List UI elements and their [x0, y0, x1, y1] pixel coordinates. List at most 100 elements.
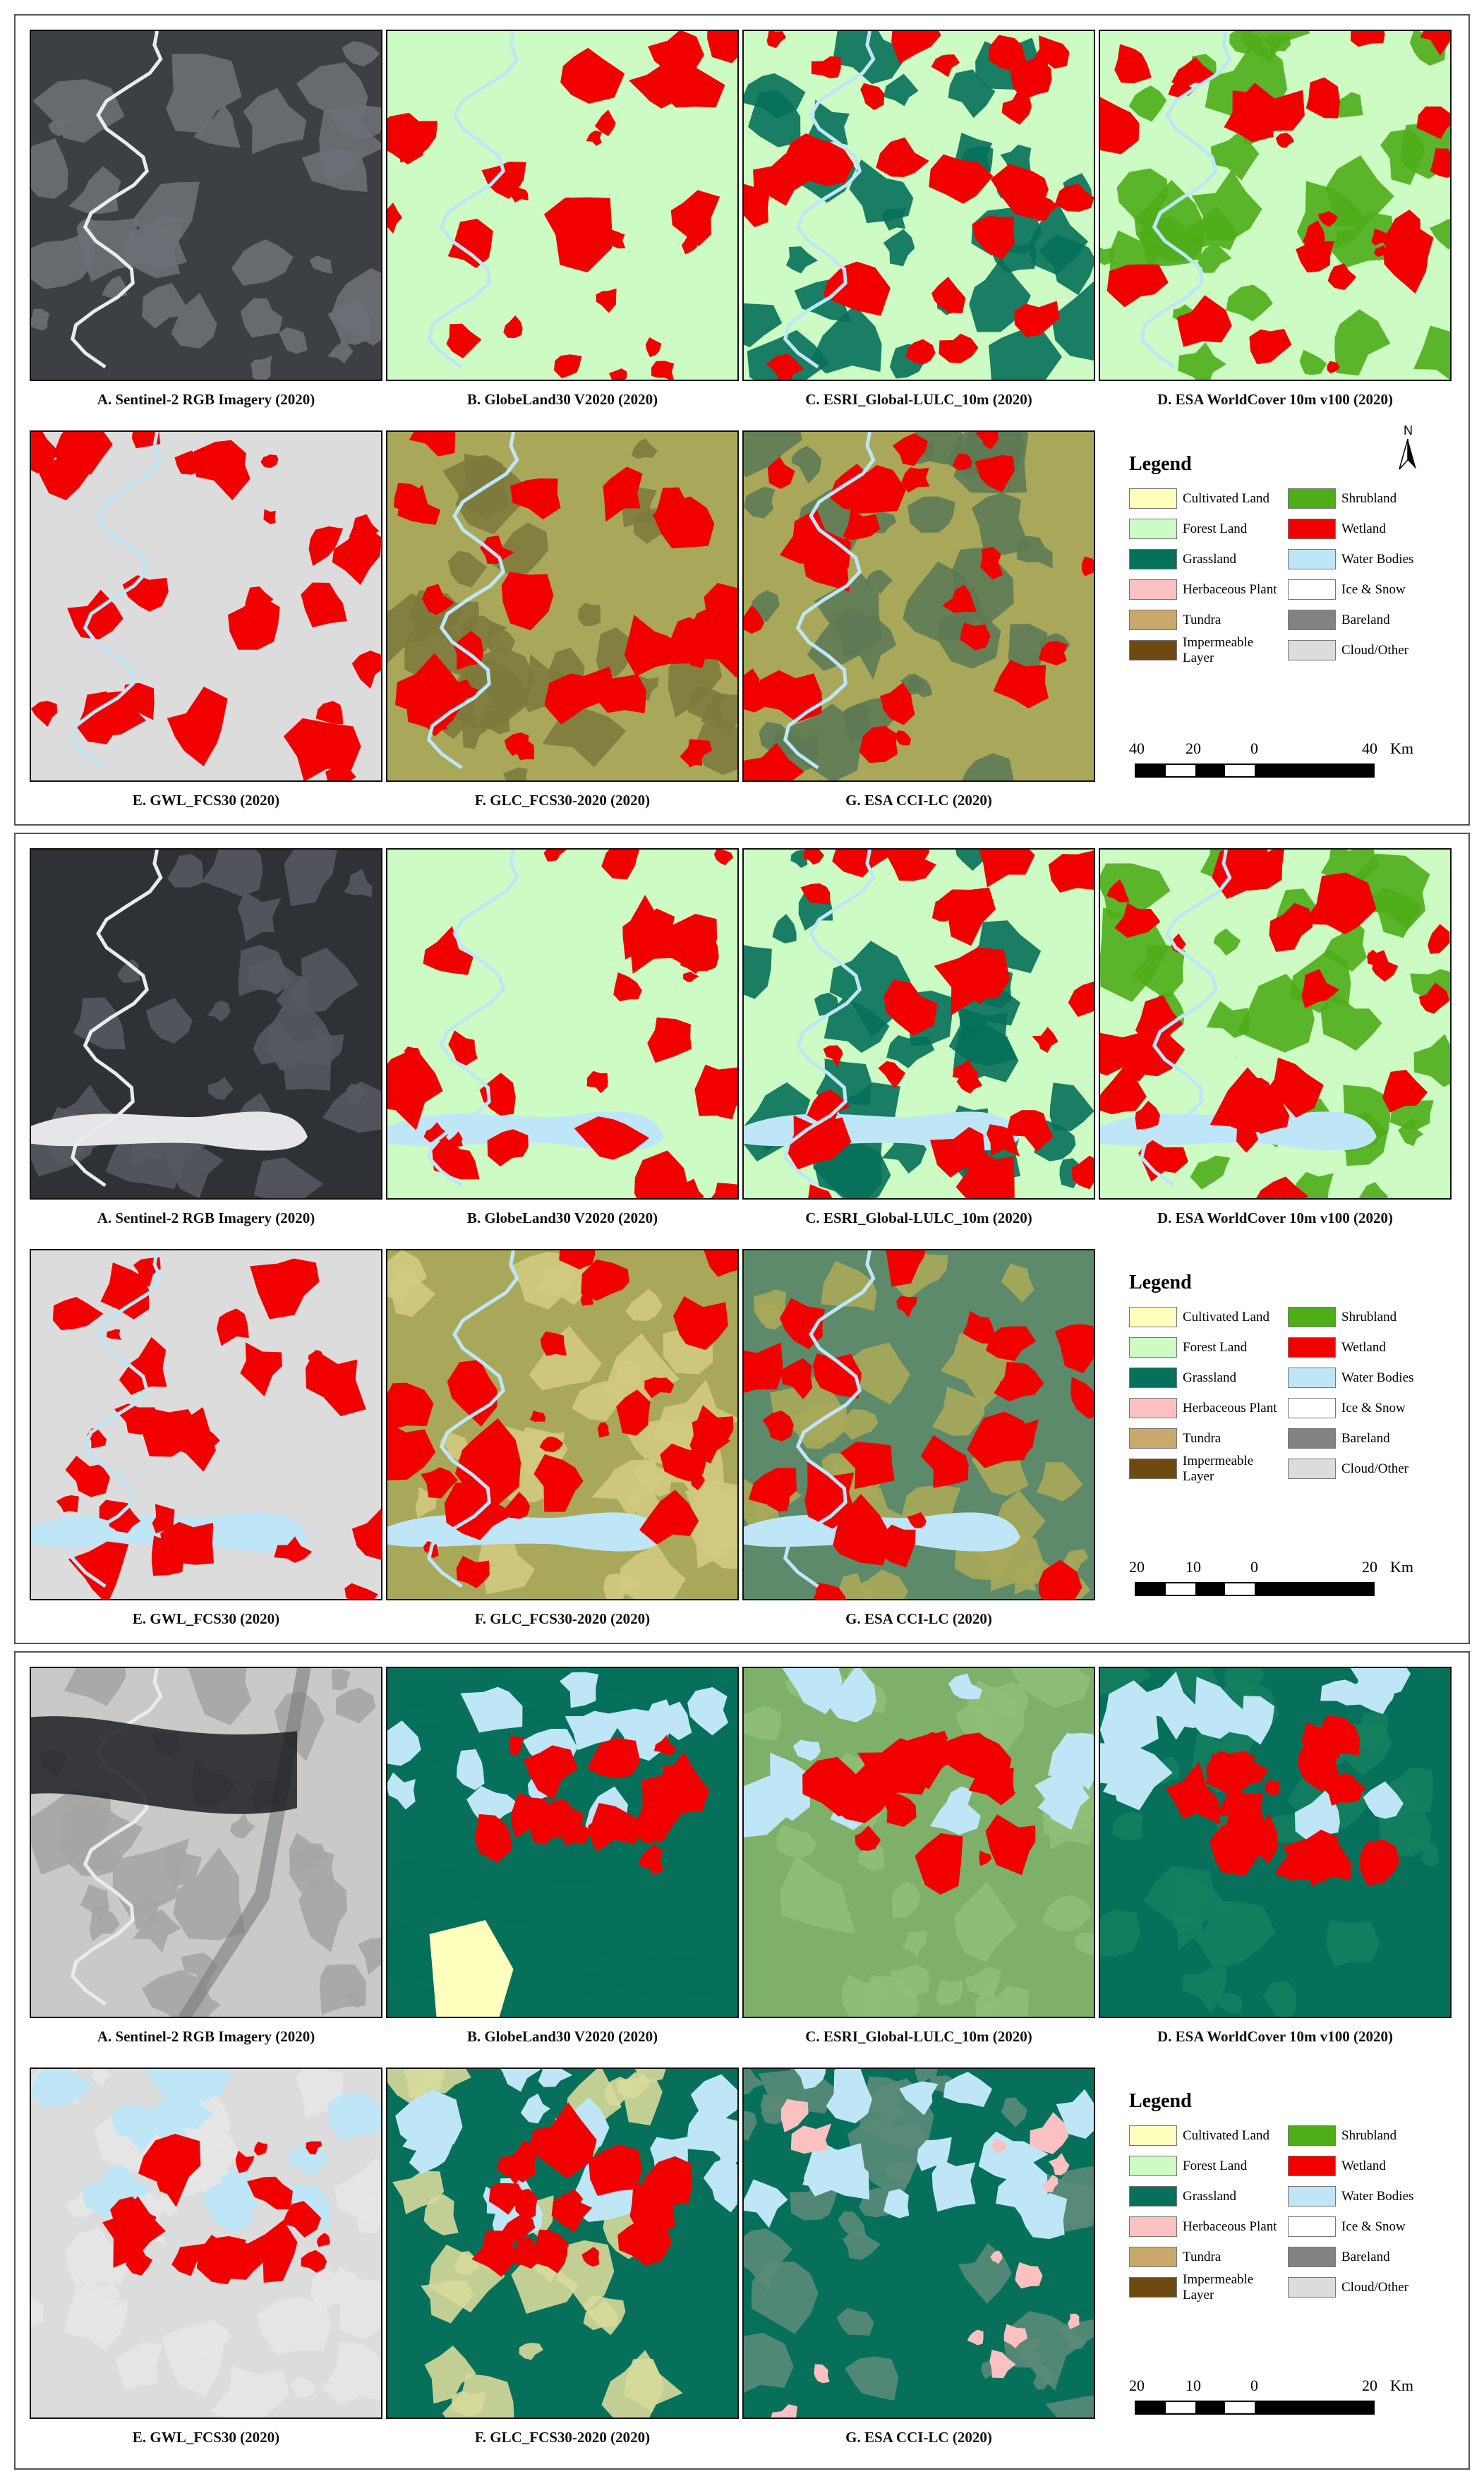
land-patch	[583, 2298, 619, 2331]
legend-item: Shrubland	[1288, 488, 1425, 509]
land-patch	[207, 1000, 231, 1022]
map-caption: E. GWL_FCS30 (2020)	[132, 2429, 280, 2446]
wetland-patch	[423, 926, 473, 975]
land-patch	[780, 1855, 856, 1934]
wetland-patch	[447, 1359, 497, 1427]
wetland-patch	[931, 277, 966, 314]
wetland-patch	[894, 730, 911, 746]
legend-item: Cultivated Land	[1129, 488, 1288, 509]
wetland-patch	[503, 315, 523, 339]
land-patch	[744, 2332, 794, 2394]
wetland-patch	[1236, 1127, 1259, 1153]
land-patch	[1011, 1668, 1091, 1708]
water-patch	[943, 2072, 993, 2108]
wetland-patch	[31, 701, 58, 727]
land-patch	[288, 947, 359, 1013]
land-patch	[425, 2069, 471, 2094]
legend-label: Water Bodies	[1341, 1370, 1414, 1385]
land-patch	[954, 1881, 1018, 1962]
river-line	[783, 432, 876, 770]
land-patch	[902, 1931, 928, 1957]
land-patch	[578, 603, 601, 627]
wetland-patch	[108, 1504, 141, 1533]
wetland-patch	[963, 1310, 996, 1344]
wetland-patch	[487, 1129, 529, 1166]
wetland-patch	[624, 615, 685, 677]
wetland-patch	[198, 2234, 248, 2281]
wetland-patch	[574, 1116, 650, 1160]
wetland-patch	[1054, 1324, 1094, 1374]
scale-bar: 20 10 0 20 Km	[1129, 1558, 1425, 1614]
land-patch	[1198, 243, 1232, 273]
land-patch	[167, 854, 203, 888]
river-line	[427, 1250, 519, 1588]
land-cover-map	[744, 1668, 1094, 2017]
wetland-patch	[421, 1467, 458, 1499]
water-patch	[559, 1672, 598, 1708]
image-seam	[178, 1668, 311, 2017]
map-panel-c	[742, 30, 1095, 381]
water-patch	[144, 2069, 202, 2110]
herbaceous-patch	[967, 2329, 984, 2346]
legend-item: Ice & Snow	[1288, 2216, 1425, 2237]
wetland-patch	[1303, 872, 1377, 935]
wetland-patch	[488, 2183, 525, 2215]
map-caption: A. Sentinel-2 RGB Imagery (2020)	[97, 1209, 315, 1226]
land-patch	[744, 303, 783, 348]
wetland-patch	[1206, 1753, 1250, 1795]
water-patch	[687, 1686, 729, 1736]
wetland-patch	[855, 1825, 881, 1852]
wetland-patch	[744, 668, 760, 708]
wetland-patch	[884, 1792, 917, 1827]
legend-item: Water Bodies	[1288, 2186, 1425, 2207]
land-cover-map	[744, 2069, 1094, 2417]
land-patch	[231, 239, 294, 286]
land-patch	[124, 216, 187, 270]
wetland-patch	[193, 440, 251, 501]
land-patch	[617, 2072, 649, 2099]
herbaceous-patch	[814, 2364, 830, 2384]
wetland-patch	[896, 1296, 918, 1318]
north-label: N	[1404, 423, 1413, 437]
land-patch	[1059, 2319, 1094, 2349]
legend: Legend Cultivated Land Shrubland Forest Lan…	[1129, 2090, 1425, 2302]
wetland-patch	[260, 454, 279, 469]
wetland-patch	[859, 725, 898, 763]
legend-swatch	[1129, 1398, 1177, 1418]
land-patch	[824, 998, 890, 1054]
wetland-patch	[1283, 1829, 1339, 1881]
wetland-patch	[171, 2243, 205, 2276]
scale-label-left: 20	[1129, 1558, 1145, 1576]
water-patch	[828, 1668, 876, 1722]
legend-swatch	[1288, 2247, 1336, 2267]
land-patch	[889, 1964, 929, 1997]
land-cover-map	[744, 1250, 1094, 1599]
land-patch	[1178, 342, 1226, 380]
wetland-patch	[316, 2233, 330, 2247]
legend-label: Impermeable Layer	[1183, 1453, 1254, 1484]
water-patch	[929, 1787, 981, 1835]
wetland-patch	[653, 1734, 676, 1756]
wetland-patch	[892, 433, 928, 466]
land-patch	[289, 2376, 317, 2398]
land-patch	[519, 2343, 543, 2360]
map-caption: B. GlobeLand30 V2020 (2020)	[466, 391, 658, 408]
wetland-patch	[1001, 1784, 1016, 1799]
group-frame-2	[14, 833, 1470, 1644]
legend-item: Ice & Snow	[1288, 579, 1425, 600]
map-panel-b	[386, 1667, 739, 2018]
wetland-patch	[1032, 1027, 1058, 1053]
wetland-patch	[680, 929, 719, 972]
land-patch	[601, 2350, 683, 2417]
wetland-patch	[767, 457, 795, 489]
wetland-patch	[1359, 1840, 1399, 1886]
river-line	[71, 31, 163, 369]
wetland-patch	[1048, 850, 1094, 893]
land-patch	[253, 1157, 324, 1198]
wetland-patch	[681, 234, 699, 255]
legend-label: Bareland	[1341, 2249, 1390, 2264]
wetland-patch	[1114, 903, 1161, 938]
legend-swatch	[1129, 1428, 1177, 1449]
legend-label: Ice & Snow	[1341, 2219, 1406, 2234]
water-patch	[803, 2139, 864, 2197]
